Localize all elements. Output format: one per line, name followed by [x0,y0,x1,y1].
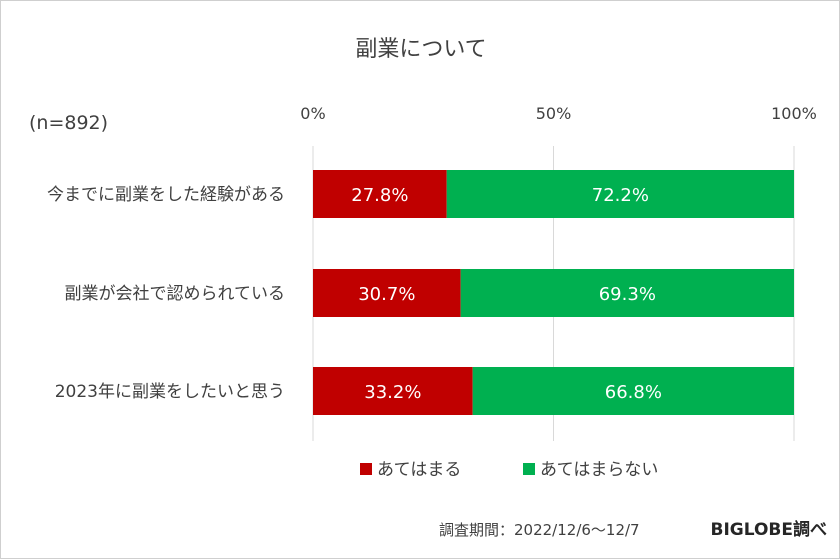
bar-layer: 27.8% 72.2% 30.7% 69.3% 33.2% 66.8% [313,170,794,415]
chart-title: 副業について [355,37,486,62]
sample-size-note: (n=892) [29,112,108,134]
data-label: 69.3% [599,284,656,305]
data-label: 66.8% [605,382,662,403]
bar-segment-yes [313,170,447,218]
legend: あてはまる あてはまらない [360,460,658,480]
data-label: 33.2% [364,382,421,403]
category-label: 2023年に副業をしたいと思う [55,382,285,402]
legend-label: あてはまる [377,460,461,480]
source-credit: BIGLOBE調べ [711,519,828,540]
bar-segment-no [460,269,794,317]
legend-swatch [360,463,372,475]
category-label: 副業が会社で認められている [65,284,286,304]
data-label: 30.7% [358,284,415,305]
survey-period-text: 調査期間：2022/12/6～12/7 [439,521,640,539]
tick-layer: 0% 50% 100% [300,104,817,123]
data-label: 27.8% [351,185,408,206]
x-tick-label: 100% [771,104,817,123]
bar-segment-yes [313,269,461,317]
x-tick-label: 50% [536,104,572,123]
bar-segment-yes [313,367,473,415]
legend-swatch [523,463,535,475]
x-tick-label: 0% [300,104,325,123]
legend-label: あてはまらない [540,460,658,480]
data-label: 72.2% [592,185,649,206]
bar-segment-no [446,170,794,218]
bar-segment-no [472,367,794,415]
category-label: 今までに副業をした経験がある [47,185,285,205]
